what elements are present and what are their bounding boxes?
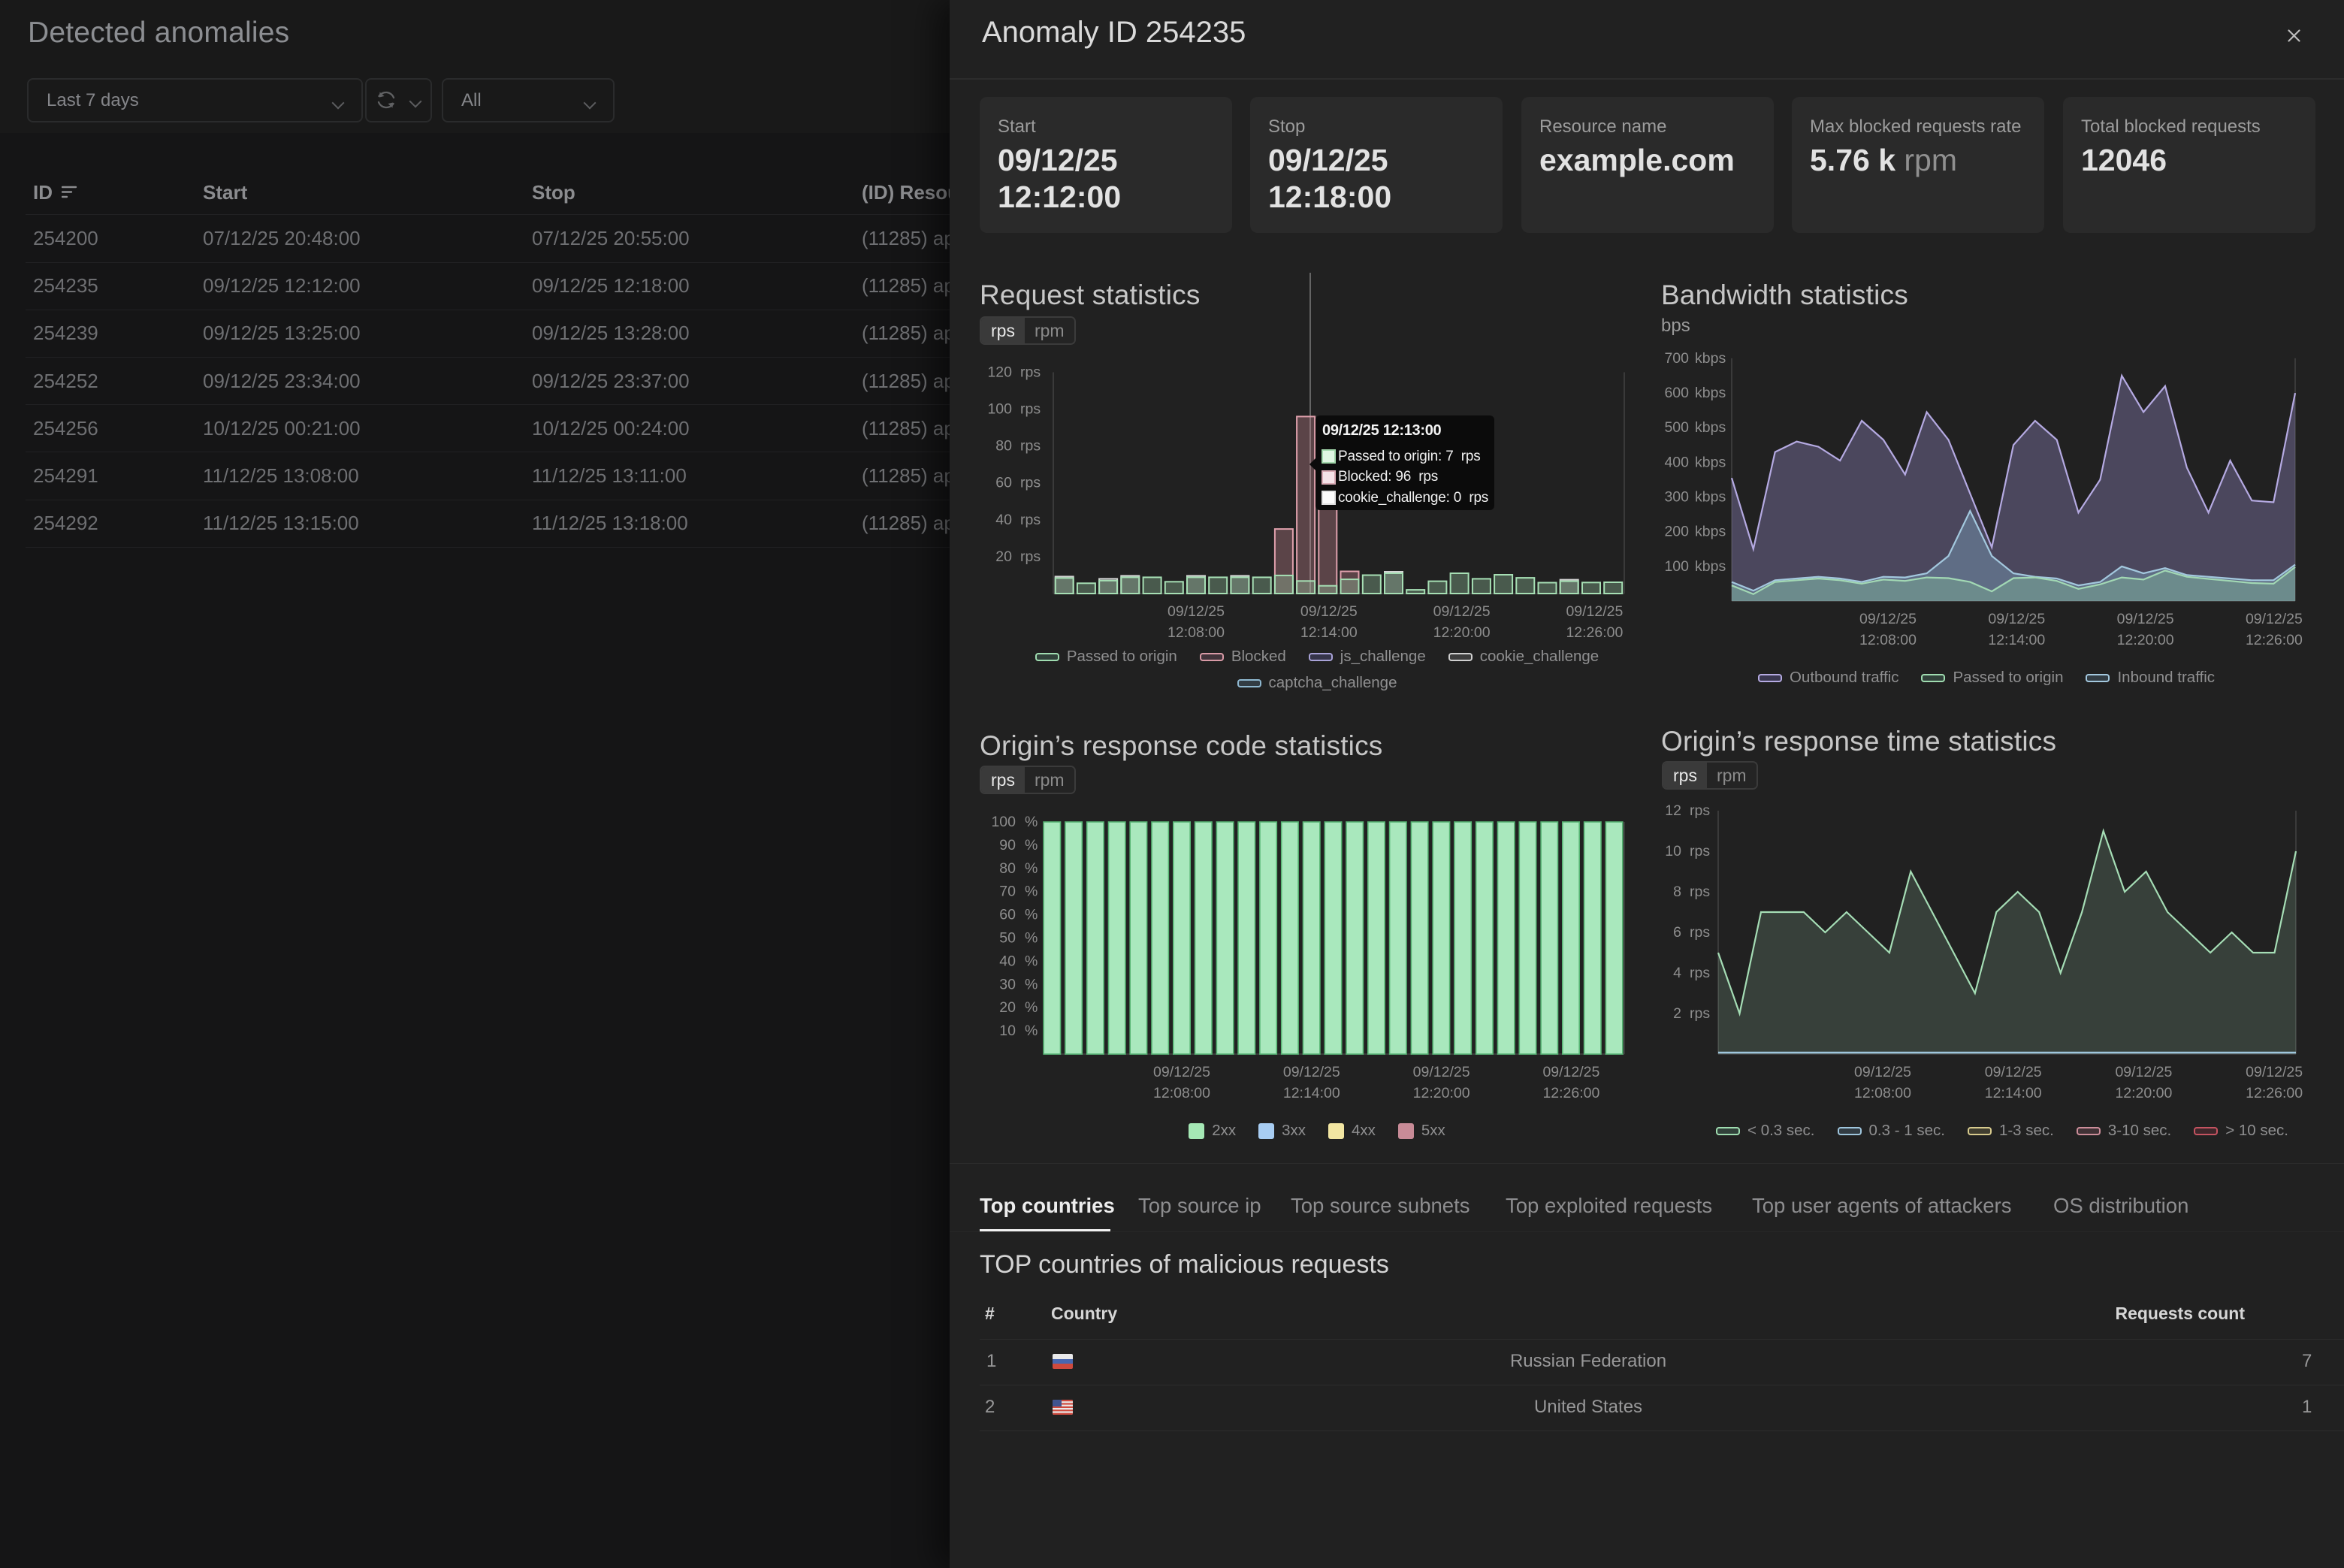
- svg-text:%: %: [1025, 884, 1038, 900]
- svg-text:60: 60: [995, 475, 1012, 491]
- svg-text:12:20:00: 12:20:00: [1433, 624, 1491, 641]
- svg-text:%: %: [1025, 860, 1038, 877]
- svg-text:09/12/25: 09/12/25: [1985, 1064, 2042, 1080]
- svg-text:120: 120: [987, 364, 1012, 381]
- svg-text:12:14:00: 12:14:00: [1283, 1085, 1340, 1101]
- svg-text:100: 100: [987, 401, 1012, 418]
- svg-text:09/12/25: 09/12/25: [2117, 611, 2174, 627]
- svg-text:kbps: kbps: [1695, 489, 1726, 506]
- svg-text:%: %: [1025, 907, 1038, 923]
- svg-text:rps: rps: [1020, 548, 1041, 565]
- svg-text:rps: rps: [1690, 843, 1710, 860]
- svg-text:%: %: [1025, 814, 1038, 830]
- svg-text:50: 50: [999, 930, 1016, 947]
- svg-text:rps: rps: [1020, 512, 1041, 528]
- svg-text:%: %: [1025, 837, 1038, 853]
- svg-text:80: 80: [999, 860, 1016, 877]
- svg-text:30: 30: [999, 976, 1016, 992]
- svg-text:100: 100: [991, 814, 1016, 830]
- svg-text:09/12/25: 09/12/25: [1433, 603, 1491, 620]
- svg-text:09/12/25: 09/12/25: [1153, 1064, 1210, 1080]
- svg-text:600: 600: [1664, 385, 1689, 401]
- svg-text:rps: rps: [1020, 438, 1041, 455]
- svg-text:500: 500: [1664, 419, 1689, 436]
- svg-text:6: 6: [1673, 924, 1681, 941]
- svg-text:rps: rps: [1020, 475, 1041, 491]
- svg-text:%: %: [1025, 930, 1038, 947]
- svg-text:rps: rps: [1690, 1005, 1710, 1022]
- svg-text:rps: rps: [1690, 884, 1710, 900]
- svg-text:kbps: kbps: [1695, 558, 1726, 575]
- svg-text:12: 12: [1665, 802, 1681, 819]
- svg-text:09/12/25: 09/12/25: [1300, 603, 1358, 620]
- svg-text:kbps: kbps: [1695, 419, 1726, 436]
- svg-text:%: %: [1025, 1023, 1038, 1039]
- svg-text:10: 10: [999, 1023, 1016, 1039]
- svg-text:400: 400: [1664, 454, 1689, 470]
- svg-text:12:20:00: 12:20:00: [1413, 1085, 1470, 1101]
- svg-text:20: 20: [995, 548, 1012, 565]
- svg-text:09/12/25: 09/12/25: [2115, 1064, 2172, 1080]
- svg-text:09/12/25: 09/12/25: [1859, 611, 1917, 627]
- svg-text:09/12/25: 09/12/25: [1413, 1064, 1470, 1080]
- svg-text:kbps: kbps: [1695, 524, 1726, 540]
- svg-text:12:14:00: 12:14:00: [1300, 624, 1358, 641]
- svg-text:09/12/25: 09/12/25: [1167, 603, 1225, 620]
- svg-text:09/12/25: 09/12/25: [1988, 611, 2045, 627]
- svg-text:4: 4: [1673, 965, 1681, 981]
- svg-text:80: 80: [995, 438, 1012, 455]
- svg-text:12:08:00: 12:08:00: [1153, 1085, 1210, 1101]
- svg-text:09/12/25: 09/12/25: [2246, 611, 2303, 627]
- svg-text:200: 200: [1664, 524, 1689, 540]
- svg-text:300: 300: [1664, 489, 1689, 506]
- svg-text:12:26:00: 12:26:00: [1542, 1085, 1599, 1101]
- svg-text:700: 700: [1664, 350, 1689, 367]
- svg-text:12:26:00: 12:26:00: [1566, 624, 1623, 641]
- svg-text:8: 8: [1673, 884, 1681, 900]
- svg-text:09/12/25: 09/12/25: [2246, 1064, 2303, 1080]
- svg-text:09/12/25: 09/12/25: [1542, 1064, 1599, 1080]
- svg-text:09/12/25: 09/12/25: [1566, 603, 1623, 620]
- svg-text:kbps: kbps: [1695, 454, 1726, 470]
- svg-text:rps: rps: [1020, 401, 1041, 418]
- svg-text:12:08:00: 12:08:00: [1167, 624, 1225, 641]
- svg-text:70: 70: [999, 884, 1016, 900]
- svg-text:40: 40: [995, 512, 1012, 528]
- svg-text:12:26:00: 12:26:00: [2246, 1085, 2303, 1101]
- svg-text:90: 90: [999, 837, 1016, 853]
- svg-text:rps: rps: [1020, 364, 1041, 381]
- svg-text:%: %: [1025, 999, 1038, 1016]
- svg-text:12:08:00: 12:08:00: [1854, 1085, 1911, 1101]
- svg-text:%: %: [1025, 976, 1038, 992]
- svg-text:12:20:00: 12:20:00: [2117, 632, 2174, 648]
- svg-text:2: 2: [1673, 1005, 1681, 1022]
- svg-text:rps: rps: [1690, 924, 1710, 941]
- svg-text:60: 60: [999, 907, 1016, 923]
- svg-text:20: 20: [999, 999, 1016, 1016]
- svg-text:12:08:00: 12:08:00: [1859, 632, 1917, 648]
- svg-text:40: 40: [999, 953, 1016, 969]
- svg-text:kbps: kbps: [1695, 385, 1726, 401]
- svg-text:09/12/25: 09/12/25: [1283, 1064, 1340, 1080]
- svg-text:12:26:00: 12:26:00: [2246, 632, 2303, 648]
- svg-text:12:14:00: 12:14:00: [1985, 1085, 2042, 1101]
- svg-text:12:20:00: 12:20:00: [2115, 1085, 2172, 1101]
- svg-text:rps: rps: [1690, 965, 1710, 981]
- svg-text:100: 100: [1664, 558, 1689, 575]
- svg-text:09/12/25: 09/12/25: [1854, 1064, 1911, 1080]
- svg-text:kbps: kbps: [1695, 350, 1726, 367]
- svg-text:10: 10: [1665, 843, 1681, 860]
- svg-text:%: %: [1025, 953, 1038, 969]
- svg-text:12:14:00: 12:14:00: [1988, 632, 2045, 648]
- svg-text:rps: rps: [1690, 802, 1710, 819]
